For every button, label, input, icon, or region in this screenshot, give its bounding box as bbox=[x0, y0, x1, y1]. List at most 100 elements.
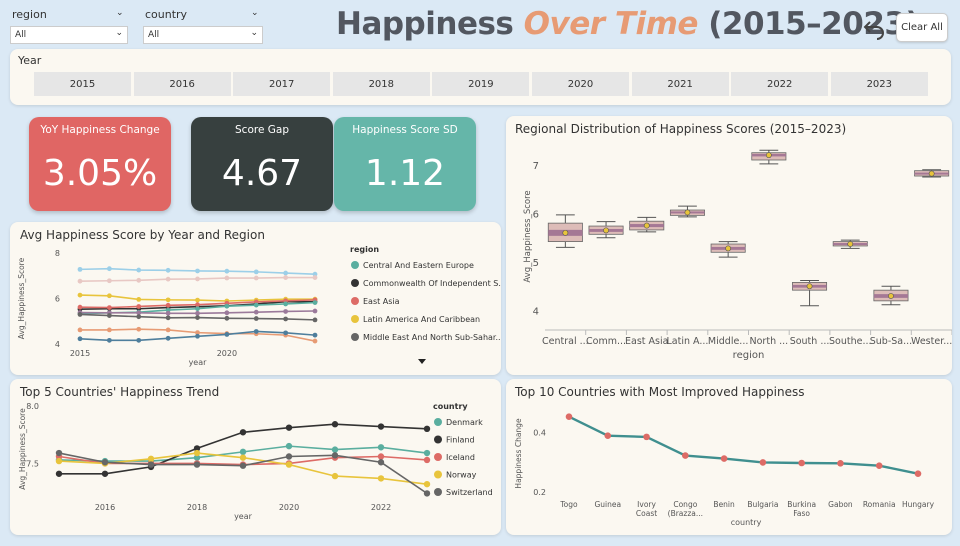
x-tick-label: Togo bbox=[559, 500, 578, 509]
x-tick-label: Guinea bbox=[594, 500, 621, 509]
data-point bbox=[312, 275, 318, 280]
data-point bbox=[165, 276, 171, 282]
x-tick-label: Romania bbox=[863, 500, 896, 509]
data-point bbox=[224, 310, 230, 316]
year-tile-2016[interactable]: 2016 bbox=[133, 72, 231, 96]
y-tick-label: 5 bbox=[533, 258, 539, 269]
year-tile-2015[interactable]: 2015 bbox=[34, 72, 131, 96]
box-mean-point bbox=[928, 170, 935, 177]
country-legend-marker bbox=[434, 453, 442, 461]
data-point bbox=[136, 304, 142, 309]
data-point bbox=[312, 317, 318, 323]
data-point bbox=[283, 301, 289, 307]
data-point bbox=[165, 302, 171, 308]
region-slicer-label: region bbox=[12, 8, 47, 21]
data-point bbox=[798, 459, 805, 467]
title-main: Happiness bbox=[336, 6, 524, 42]
data-point bbox=[377, 475, 385, 482]
data-point bbox=[423, 456, 431, 464]
data-point bbox=[136, 326, 142, 332]
country-dropdown[interactable]: All ⌄ bbox=[143, 26, 263, 44]
data-point bbox=[106, 313, 112, 318]
x-tick-label: Southe... bbox=[829, 336, 872, 347]
y-tick-label: 0.2 bbox=[533, 488, 546, 497]
region-legend-marker bbox=[351, 297, 359, 305]
data-point bbox=[193, 454, 201, 461]
data-point bbox=[312, 332, 318, 338]
x-tick-label-line: Bulgaria bbox=[747, 500, 778, 509]
y-tick-label: 8 bbox=[55, 249, 60, 258]
data-point bbox=[195, 330, 200, 336]
region-dropdown[interactable]: All ⌄ bbox=[10, 26, 128, 44]
data-point bbox=[195, 315, 200, 321]
year-tile-2017[interactable]: 2017 bbox=[233, 72, 331, 96]
data-point bbox=[377, 459, 385, 466]
title-accent: Over Time bbox=[523, 6, 699, 42]
x-tick-label: North ... bbox=[750, 336, 789, 347]
data-point bbox=[77, 266, 83, 272]
data-point bbox=[165, 315, 171, 321]
data-point bbox=[101, 459, 109, 466]
box-mean-point bbox=[603, 227, 609, 234]
chevron-down-icon: ⌄ bbox=[115, 28, 123, 38]
x-tick-label: 2015 bbox=[70, 349, 90, 358]
region-legend-item: Latin America And Caribbean bbox=[363, 315, 480, 324]
kpi-label: Happiness Score SD bbox=[352, 124, 458, 136]
region-slicer-collapse-icon[interactable]: ⌄ bbox=[116, 8, 124, 18]
data-point bbox=[193, 445, 201, 452]
year-tile-2021[interactable]: 2021 bbox=[631, 72, 729, 96]
region-legend-marker bbox=[351, 315, 359, 323]
year-tile-2022[interactable]: 2022 bbox=[731, 72, 829, 96]
x-axis-title: region bbox=[733, 350, 765, 361]
region-legend-marker bbox=[351, 261, 359, 269]
data-point bbox=[875, 462, 883, 469]
country-legend-marker bbox=[434, 488, 442, 496]
data-point bbox=[253, 269, 259, 275]
clear-all-button[interactable]: Clear All bbox=[896, 13, 948, 42]
data-point bbox=[165, 267, 171, 273]
data-point bbox=[195, 333, 200, 339]
data-point bbox=[136, 267, 142, 273]
undo-icon[interactable] bbox=[862, 16, 888, 40]
x-tick-label: Hungary bbox=[902, 500, 935, 509]
data-point bbox=[331, 452, 339, 459]
x-tick-label: 2018 bbox=[187, 503, 207, 512]
data-point bbox=[312, 300, 318, 305]
x-tick-label: Ivory Coast bbox=[636, 500, 657, 518]
data-point bbox=[195, 306, 200, 312]
data-point bbox=[106, 337, 112, 343]
year-tile-2018[interactable]: 2018 bbox=[332, 72, 430, 96]
data-point bbox=[239, 448, 247, 456]
kpi-value: 3.05% bbox=[42, 153, 158, 194]
data-point bbox=[106, 293, 112, 299]
year-tile-2019[interactable]: 2019 bbox=[432, 72, 530, 96]
region-legend-marker bbox=[351, 279, 359, 287]
year-tile-2020[interactable]: 2020 bbox=[532, 72, 629, 96]
country-legend-marker bbox=[434, 418, 442, 426]
data-point bbox=[565, 413, 573, 421]
x-tick-label-line: Faso bbox=[793, 509, 810, 518]
country-chart-title: Top 5 Countries' Happiness Trend bbox=[20, 385, 220, 399]
y-axis-title: Happiness Change bbox=[514, 418, 523, 489]
x-tick-label: Congo (Brazza... bbox=[668, 500, 703, 518]
data-point bbox=[239, 462, 247, 469]
data-point bbox=[136, 314, 142, 320]
data-point bbox=[195, 310, 200, 316]
data-point bbox=[423, 425, 431, 433]
x-tick-label-line: Coast bbox=[636, 509, 657, 518]
x-tick-label-line: Togo bbox=[559, 500, 578, 509]
x-tick-label: Central ... bbox=[542, 336, 589, 347]
data-point bbox=[285, 461, 293, 468]
data-point bbox=[165, 297, 171, 303]
triangle-down-icon bbox=[418, 359, 426, 364]
data-point bbox=[224, 332, 230, 337]
kpi-card-0: YoY Happiness Change 3.05% bbox=[29, 117, 171, 211]
data-point bbox=[253, 275, 259, 281]
country-chart-card bbox=[10, 379, 501, 535]
y-axis-title: Avg_Happiness_Score bbox=[17, 257, 26, 339]
improved-chart-title: Top 10 Countries with Most Improved Happ… bbox=[515, 385, 805, 399]
country-slicer-collapse-icon[interactable]: ⌄ bbox=[251, 8, 259, 18]
improved-chart-card bbox=[506, 379, 952, 535]
year-tile-2023[interactable]: 2023 bbox=[830, 72, 928, 96]
data-point bbox=[283, 316, 289, 322]
